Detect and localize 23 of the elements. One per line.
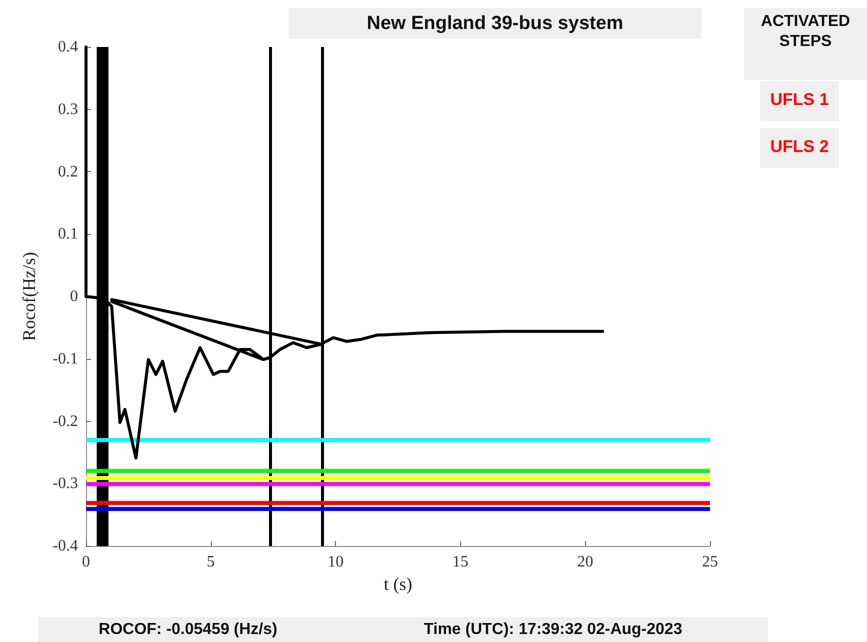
y-tick-label: 0.3 [58, 100, 78, 118]
x-axis-title: t (s) [384, 574, 412, 594]
y-tick-label: -0.4 [52, 538, 78, 554]
x-tick-label: 10 [328, 554, 344, 570]
y-tick-label: 0.2 [58, 163, 78, 180]
text: ACTIVATED STEPS [744, 8, 867, 80]
text: ROCOF: -0.05459 (Hz/s) [38, 617, 338, 642]
text: UFLS 2 [760, 128, 839, 168]
text: UFLS 1 [760, 81, 839, 121]
x-tick-label: 0 [82, 554, 90, 570]
y-tick-label: -0.2 [52, 412, 78, 430]
y-tick-label: -0.1 [52, 350, 78, 368]
y-tick-label: 0.1 [58, 226, 78, 243]
x-tick-label: 20 [577, 554, 594, 570]
text: Time (UTC): 17:39:32 02-Aug-2023 [338, 617, 768, 642]
x-tick-label: 5 [206, 554, 215, 570]
y-axis-title: Rocof(Hz/s) [19, 252, 39, 341]
x-tick-label: 25 [702, 554, 718, 570]
x-tick-label: 15 [452, 554, 468, 570]
y-tick-label: 0.4 [58, 38, 78, 56]
y-tick-label: 0 [70, 288, 78, 305]
chart-title: New England 39-bus system [366, 13, 624, 34]
y-tick-label: -0.3 [52, 475, 78, 492]
